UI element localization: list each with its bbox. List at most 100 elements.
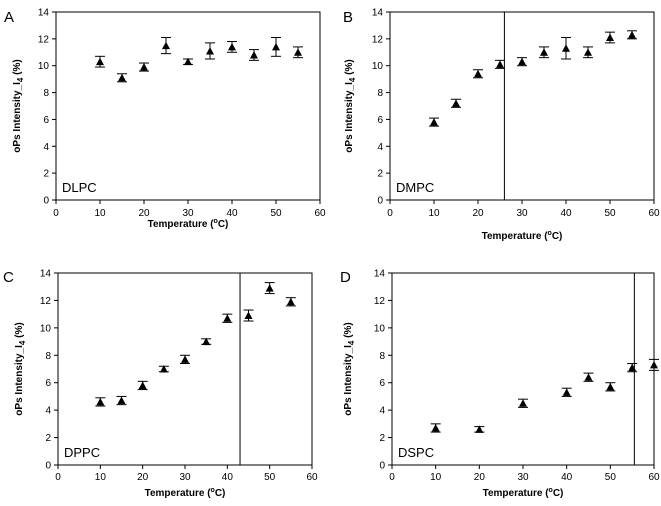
- data-point: [222, 313, 233, 323]
- x-tick-label: 30: [182, 208, 194, 219]
- triangle-marker: [540, 48, 548, 56]
- triangle-marker: [474, 69, 482, 78]
- triangle-marker: [584, 373, 593, 381]
- data-point: [293, 46, 303, 59]
- data-point: [518, 398, 528, 408]
- y-tick-label: 0: [379, 461, 385, 472]
- x-tick-label: 0: [53, 208, 59, 219]
- x-tick-label: 60: [306, 472, 318, 483]
- x-axis-title-text: Temperature (: [145, 488, 212, 499]
- triangle-marker: [431, 423, 440, 432]
- plot-frame: [57, 272, 313, 466]
- x-tick-label: 40: [226, 208, 238, 219]
- triangle-marker: [96, 57, 104, 66]
- y-axis-title-unit: (%): [343, 322, 354, 340]
- triangle-marker: [228, 42, 236, 51]
- plot-frame: [389, 11, 655, 201]
- data-point: [95, 397, 106, 407]
- data-point: [627, 30, 637, 40]
- y-tick-label: 10: [374, 323, 386, 334]
- x-tick-label: 0: [55, 472, 61, 483]
- data-point: [474, 425, 485, 433]
- x-axis-title-superscript: o: [549, 487, 553, 494]
- y-tick-label: 0: [45, 461, 51, 472]
- x-tick-label: 60: [648, 472, 660, 483]
- y-tick-label: 12: [40, 296, 52, 307]
- data-point: [539, 46, 549, 59]
- x-axis-title-unit: C): [552, 231, 563, 242]
- y-axis-title-unit: (%): [12, 59, 23, 77]
- x-axis-title-superscript: o: [548, 230, 552, 237]
- x-tick-label: 30: [179, 472, 191, 483]
- y-axis-title-subscript: 4: [18, 340, 27, 345]
- y-axis-title: oPs Intensity_I4 (%): [344, 59, 357, 152]
- data-point: [561, 387, 572, 397]
- triangle-marker: [430, 118, 438, 126]
- series-label: DPPC: [64, 445, 100, 460]
- triangle-marker: [96, 397, 105, 406]
- x-tick-label: 0: [387, 208, 393, 219]
- triangle-marker: [606, 33, 614, 42]
- y-axis-title-text: oPs Intensity_I: [343, 345, 354, 416]
- triangle-marker: [250, 50, 258, 59]
- triangle-marker: [294, 48, 302, 56]
- x-axis-title-unit: C): [218, 219, 229, 230]
- x-tick-label: 50: [604, 208, 616, 219]
- y-axis-title-subscript: 4: [348, 77, 357, 82]
- data-point: [139, 62, 149, 72]
- x-axis-title: Temperature (oC): [482, 230, 563, 242]
- data-point: [605, 382, 616, 392]
- triangle-marker: [628, 363, 637, 372]
- x-tick-label: 0: [389, 472, 395, 483]
- x-tick-label: 10: [428, 208, 440, 219]
- data-point: [137, 380, 148, 391]
- y-tick-label: 14: [38, 8, 50, 19]
- data-point: [201, 337, 212, 346]
- y-axis-title-text: oPs Intensity_I: [14, 345, 25, 416]
- triangle-marker: [118, 73, 126, 82]
- triangle-marker: [606, 382, 615, 391]
- y-axis-title: oPs Intensity_I4 (%): [343, 322, 356, 415]
- data-point: [517, 57, 527, 67]
- x-axis-title: Temperature (oC): [483, 487, 564, 499]
- y-axis-title-text: oPs Intensity_I: [344, 82, 355, 153]
- x-tick-label: 10: [94, 208, 106, 219]
- data-point: [271, 37, 281, 57]
- y-tick-label: 12: [374, 296, 386, 307]
- y-tick-label: 4: [379, 406, 385, 417]
- x-tick-label: 50: [270, 208, 282, 219]
- triangle-marker: [265, 284, 274, 292]
- triangle-marker: [138, 381, 147, 389]
- y-axis-title-unit: (%): [344, 59, 355, 77]
- x-tick-label: 30: [517, 472, 529, 483]
- x-axis-title-superscript: o: [214, 218, 218, 225]
- y-tick-label: 6: [377, 115, 383, 126]
- triangle-marker: [140, 63, 148, 71]
- y-tick-label: 0: [43, 196, 49, 207]
- y-tick-label: 10: [38, 61, 50, 72]
- triangle-marker: [452, 99, 460, 107]
- triangle-marker: [202, 337, 211, 346]
- chart-panel-d: D 0 2 4 6 8 10 12 14 0 10 20 30 40 50 60 Temperature (oC…: [340, 269, 660, 500]
- triangle-marker: [272, 42, 280, 51]
- y-tick-label: 12: [38, 34, 50, 45]
- triangle-marker: [562, 388, 571, 396]
- data-point: [430, 423, 441, 433]
- y-axis-title-unit: (%): [14, 322, 25, 340]
- y-tick-label: 2: [377, 169, 383, 180]
- x-tick-label: 10: [430, 472, 442, 483]
- y-tick-label: 0: [377, 196, 383, 207]
- data-point: [583, 46, 593, 59]
- y-axis-title: oPs Intensity_I4 (%): [12, 59, 25, 152]
- data-point: [227, 41, 237, 53]
- data-point: [158, 365, 169, 373]
- triangle-marker: [286, 297, 295, 306]
- data-point: [495, 59, 505, 69]
- data-point: [243, 309, 254, 322]
- triangle-marker: [223, 314, 232, 322]
- data-point: [161, 37, 171, 55]
- x-tick-label: 30: [516, 208, 528, 219]
- triangle-marker: [562, 44, 570, 52]
- y-tick-label: 4: [43, 142, 49, 153]
